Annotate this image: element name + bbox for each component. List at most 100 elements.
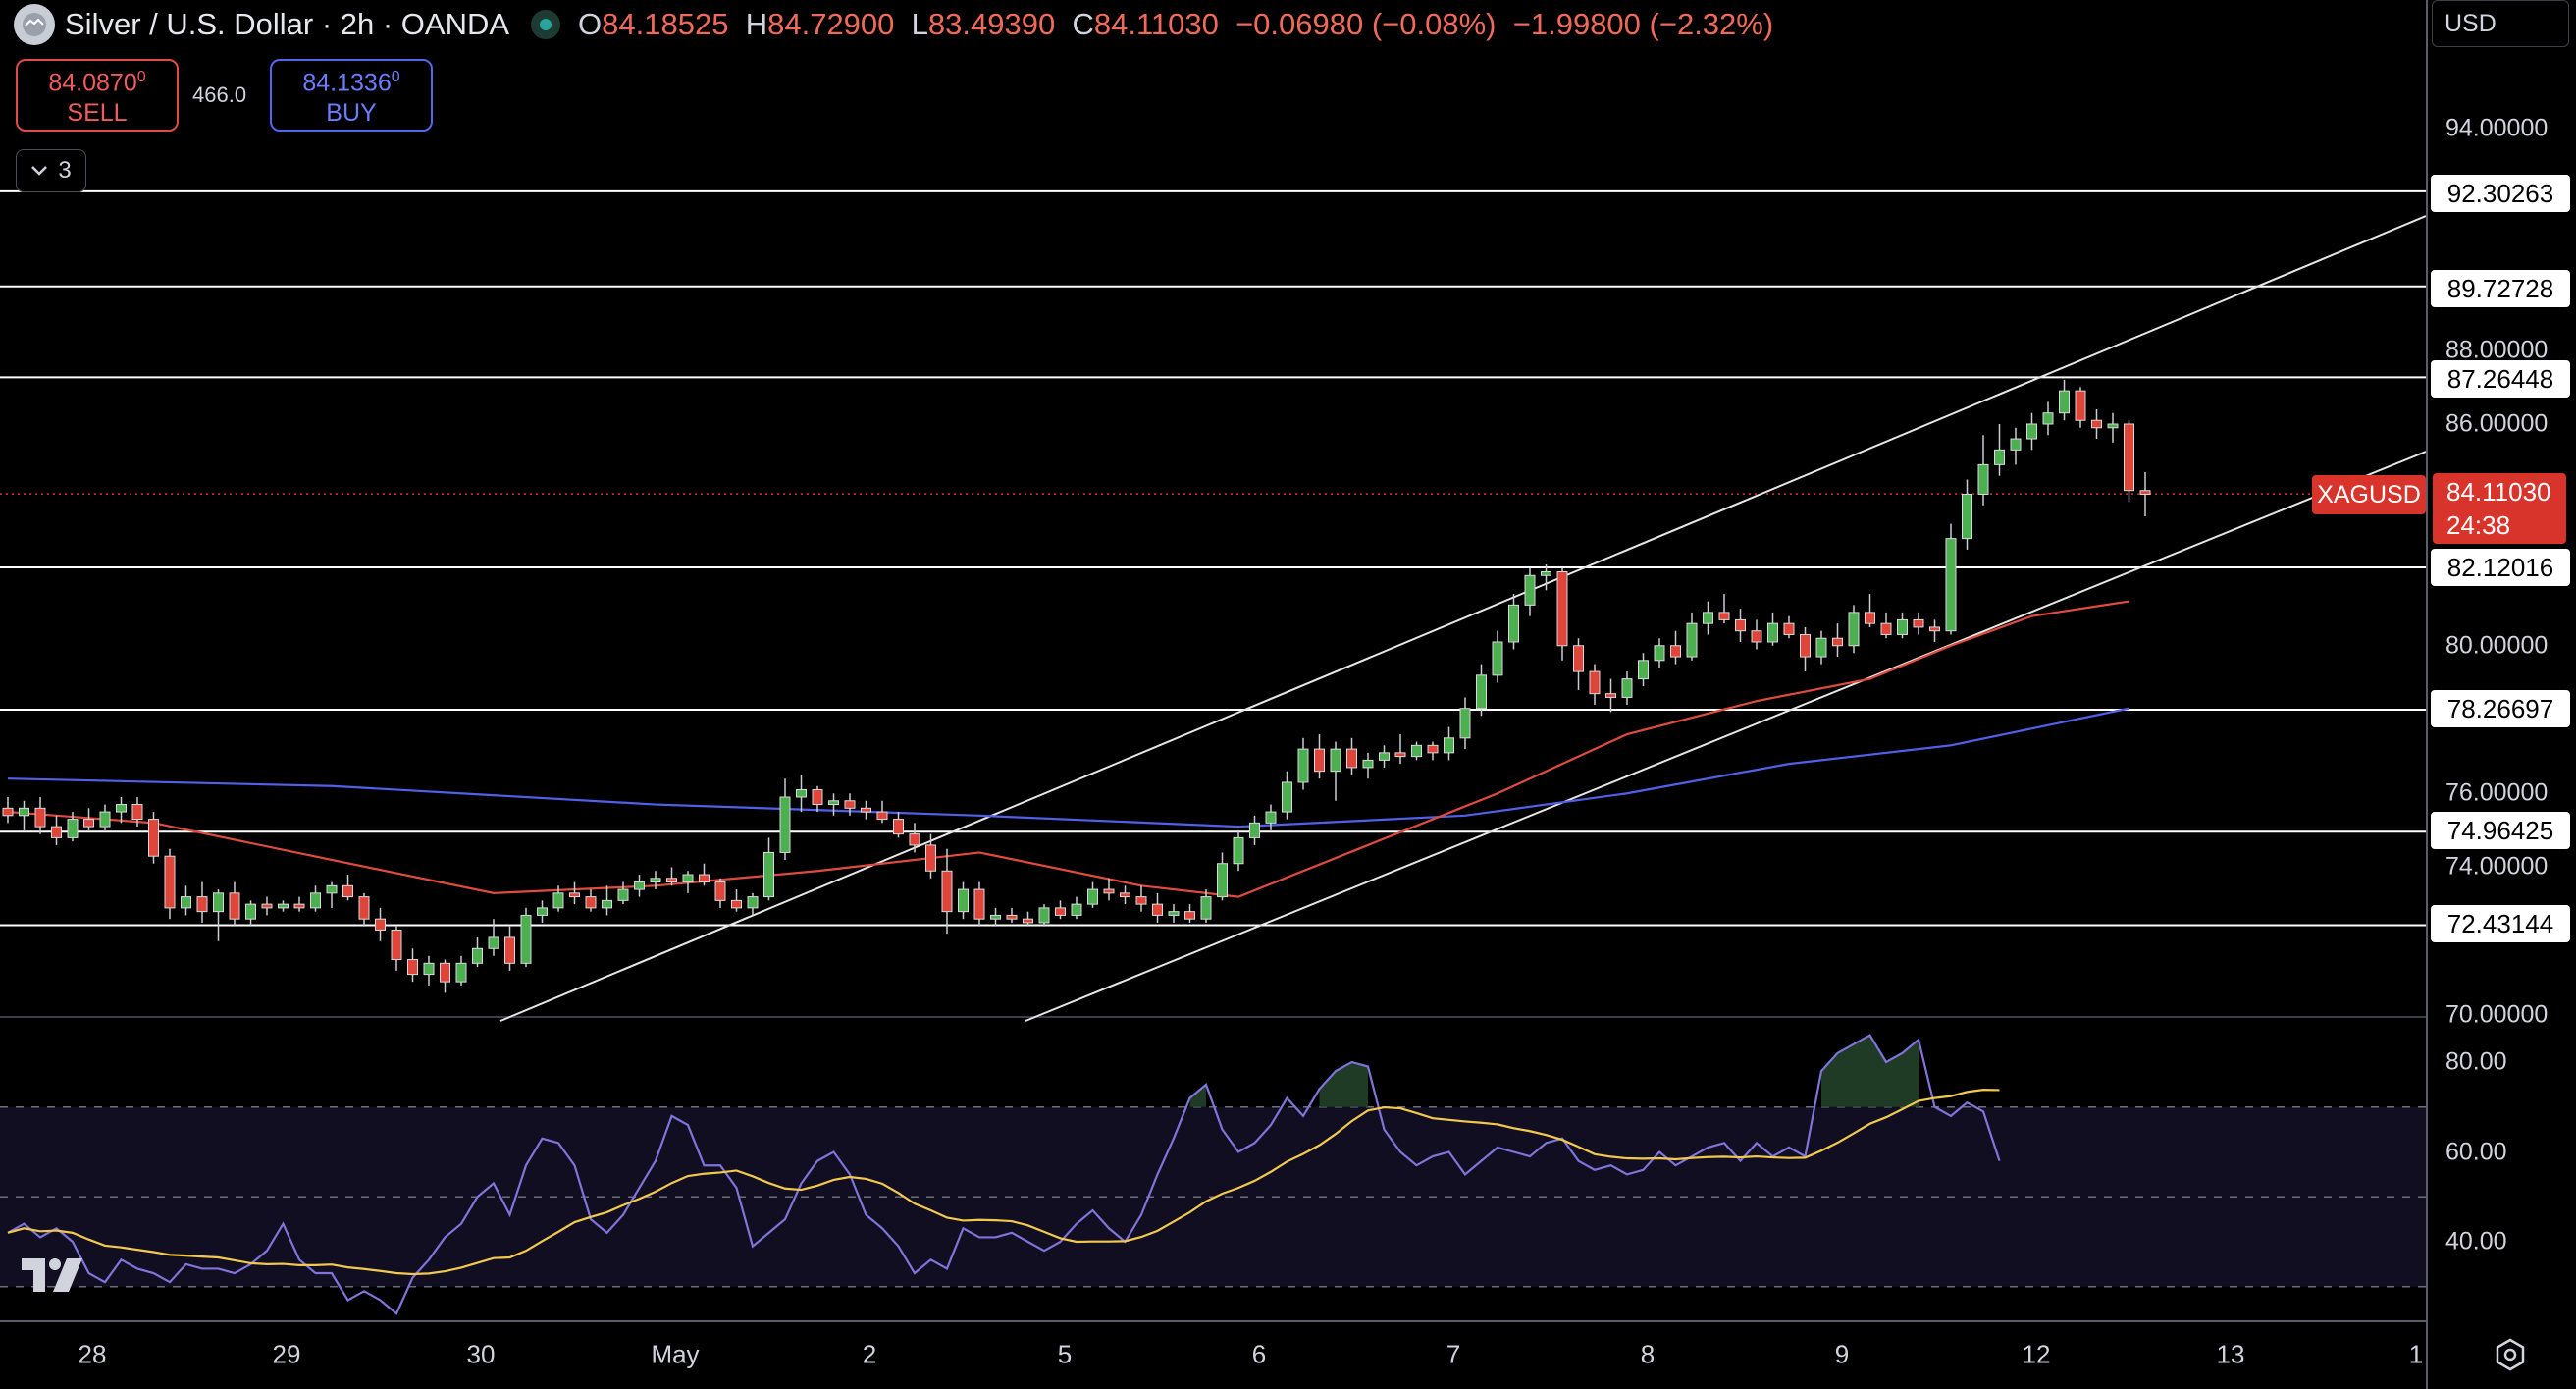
candle-body (2042, 412, 2054, 425)
candle (1751, 619, 1762, 650)
candle (116, 797, 127, 824)
candle (407, 948, 418, 983)
candle-body (1654, 645, 1665, 662)
candle-body (326, 884, 338, 894)
candle-body (472, 947, 483, 964)
price-tick: 88.00000 (2445, 336, 2549, 364)
candle (1394, 734, 1406, 765)
candle (617, 881, 629, 905)
candle (1670, 630, 1681, 665)
sell-button[interactable]: 84.08700 SELL (16, 59, 179, 132)
level-label: 82.12016 (2431, 549, 2570, 586)
candle (828, 793, 839, 816)
candle-body (666, 878, 677, 883)
candle-body (1815, 637, 1827, 658)
candle (1865, 594, 1875, 627)
candle (1589, 664, 1601, 705)
candle-body (1767, 622, 1778, 643)
candle-body (1006, 914, 1018, 920)
candle-body (1670, 645, 1681, 658)
candle-body (893, 819, 904, 835)
candle (1945, 523, 1957, 635)
candle-body (2010, 438, 2022, 451)
candle (1023, 911, 1033, 927)
price-change-session: −1.99800 (−2.32%) (1512, 7, 1774, 41)
price-tick: 70.00000 (2445, 1000, 2549, 1029)
candle-body (747, 896, 759, 909)
candle-body (196, 896, 208, 913)
candle (893, 812, 904, 838)
candle (310, 885, 321, 912)
candle (1735, 609, 1746, 642)
sell-price: 84.08700 (48, 69, 146, 97)
candle (1767, 612, 1778, 646)
candle-body (1703, 612, 1713, 624)
candle (1427, 741, 1439, 761)
candle (293, 896, 305, 912)
candle-body (99, 811, 111, 828)
candle (973, 881, 985, 927)
candle-body (1055, 907, 1066, 916)
candle (2091, 408, 2102, 440)
candle-body (407, 959, 418, 976)
candle-body (682, 874, 694, 883)
candle (196, 881, 208, 923)
candle (552, 885, 564, 912)
candle (1459, 697, 1471, 750)
currency-select[interactable]: USD (2432, 0, 2569, 47)
candle-body (1880, 622, 1892, 635)
candle (164, 848, 176, 920)
ohlc-low: L83.49390 (911, 7, 1056, 41)
candle-body (358, 896, 370, 920)
candle-body (1686, 622, 1698, 658)
candle (2075, 387, 2086, 428)
candle (1913, 612, 1924, 635)
candle-body (1492, 641, 1503, 676)
market-status-icon[interactable] (531, 10, 561, 39)
candle (520, 907, 532, 968)
candle-body (1524, 574, 1536, 606)
candle-body (2139, 490, 2151, 495)
price-tick: 74.00000 (2445, 852, 2549, 881)
candle (488, 919, 499, 956)
buy-button[interactable]: 84.13360 BUY (270, 59, 433, 132)
candle-body (310, 892, 321, 909)
candle (1848, 605, 1860, 654)
candle-body (1865, 612, 1875, 624)
tradingview-logo-icon (22, 1258, 82, 1292)
candle (1605, 678, 1616, 713)
indicators-toggle-button[interactable]: 3 (16, 149, 86, 192)
candle-body (51, 826, 62, 838)
symbol-title[interactable]: Silver / U.S. Dollar · 2h · OANDA (65, 7, 510, 41)
price-chart[interactable] (0, 0, 2426, 1320)
settings-gear-icon[interactable] (2493, 1337, 2528, 1372)
candle-body (2026, 423, 2037, 440)
candle (1330, 741, 1341, 801)
moving-averages (7, 600, 2129, 898)
candle-body (148, 819, 159, 857)
candle (1200, 889, 1212, 923)
candle-body (229, 892, 240, 920)
candle (1265, 804, 1277, 830)
candle (504, 926, 515, 971)
candle-body (293, 903, 305, 909)
candle (326, 881, 338, 908)
candle-body (391, 929, 402, 961)
ohlc-open: O84.18525 (578, 7, 729, 41)
candle (2026, 412, 2037, 451)
candle-body (1718, 612, 1730, 620)
candle (1476, 664, 1487, 717)
candle (2139, 471, 2151, 517)
candle (1006, 907, 1018, 923)
time-axis[interactable] (0, 1320, 2426, 1389)
rsi-overbought-fill (1821, 1035, 1919, 1107)
candle-body (569, 892, 580, 898)
candle-body (245, 903, 256, 920)
date-label: 13 (2216, 1339, 2245, 1369)
date-label: 1 (2408, 1339, 2424, 1369)
trend-channel (499, 215, 2426, 1022)
candle (537, 900, 548, 923)
candle (1718, 594, 1730, 624)
candle-body (1394, 752, 1406, 758)
sell-label: SELL (67, 98, 128, 127)
